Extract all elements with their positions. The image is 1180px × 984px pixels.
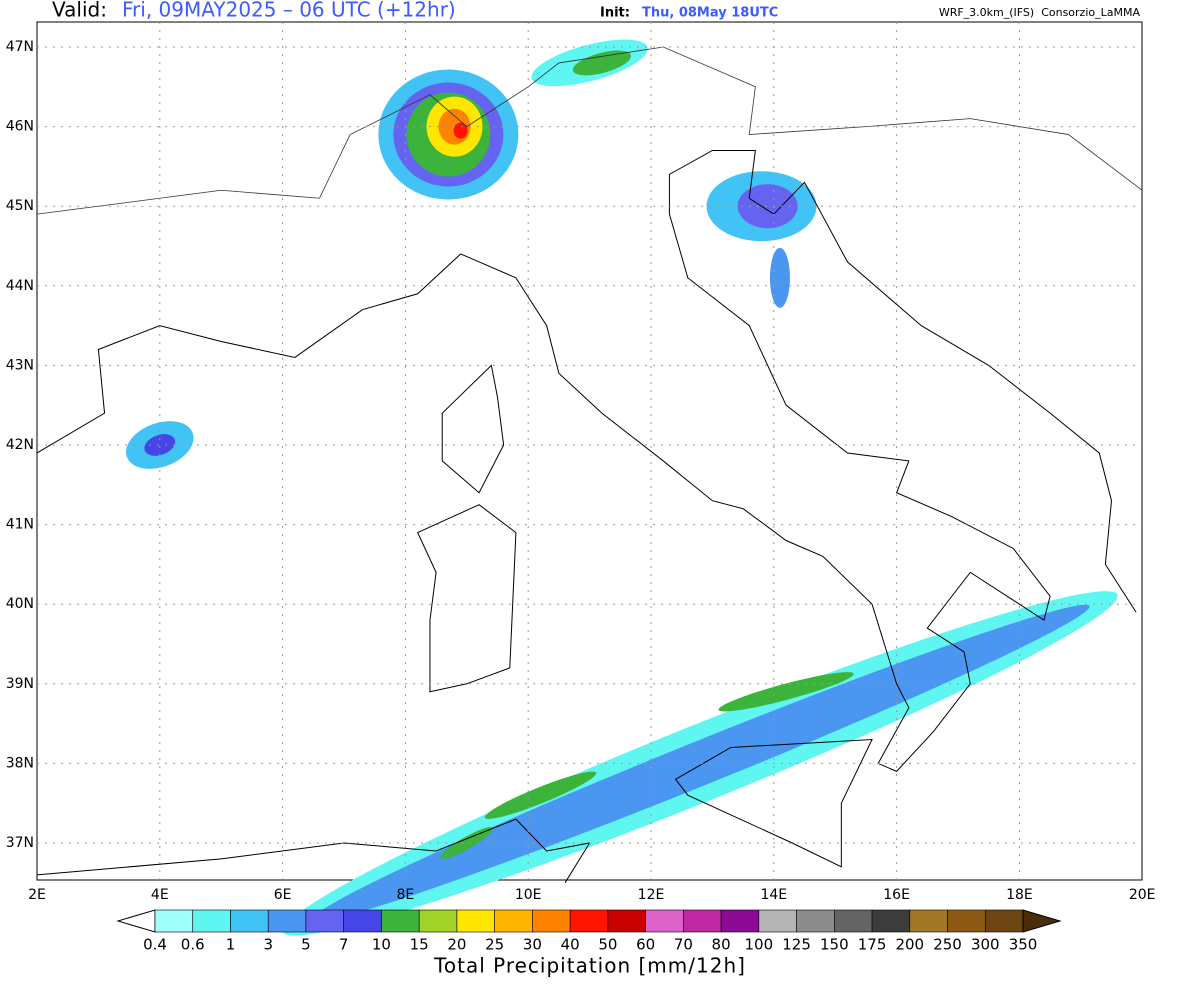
colorbar-swatch <box>871 909 911 933</box>
colorbar-swatch <box>645 909 684 933</box>
colorbar-label: 70 <box>674 936 693 954</box>
colorbar-label: 200 <box>895 936 924 954</box>
precip-area <box>144 434 176 456</box>
colorbar-label: 60 <box>636 936 655 954</box>
valid-label: Valid: <box>52 0 107 22</box>
colorbar-swatch <box>796 909 835 933</box>
lat-label: 46N <box>6 119 34 135</box>
colorbar-label: 40 <box>561 936 580 954</box>
coastline <box>36 46 1143 215</box>
grid: 47N 46N 45N 44N 43N 42N 41N 40N 39N 38N 37N 2E 4E 6E 8… <box>6 22 1156 903</box>
colorbar-label: 150 <box>820 936 849 954</box>
lat-label: 44N <box>6 278 34 294</box>
colorbar-swatch <box>758 909 797 933</box>
colorbar-label: 175 <box>858 936 887 954</box>
colorbar-under <box>116 909 156 933</box>
lon-label: 18E <box>1006 887 1033 903</box>
lon-label: 12E <box>638 887 665 903</box>
lon-label: 20E <box>1129 887 1156 903</box>
colorbar-swatch <box>154 909 194 933</box>
colorbar-swatch <box>230 909 269 933</box>
lat-label: 38N <box>6 755 34 771</box>
lat-label: 37N <box>6 835 34 851</box>
lon-label: 2E <box>28 887 46 903</box>
colorbar-swatch <box>984 909 1024 933</box>
lat-label: 40N <box>6 596 34 612</box>
colorbar-label: 3 <box>263 936 273 954</box>
lat-label: 43N <box>6 357 34 373</box>
colorbar-swatch <box>418 909 458 933</box>
colorbar-label: 5 <box>301 936 311 954</box>
precip-area <box>737 184 798 229</box>
precip-area <box>440 827 493 859</box>
colorbar-label: 7 <box>339 936 349 954</box>
lat-label: 47N <box>6 39 34 55</box>
coastline <box>36 818 591 884</box>
colorbar-swatch <box>683 909 722 933</box>
colorbar-label: 80 <box>712 936 731 954</box>
colorbar-swatch <box>532 909 571 933</box>
precip-area <box>572 50 631 76</box>
colorbar-label: 10 <box>372 936 391 954</box>
colorbar-label: 0.4 <box>143 936 167 954</box>
colorbar-swatch <box>909 909 948 933</box>
colorbar-title: Total Precipitation [mm/12h] <box>433 954 746 978</box>
lat-label: 41N <box>6 517 34 533</box>
colorbar-swatch <box>267 909 307 933</box>
model-info: WRF_3.0km_(IFS) Consorzio_LaMMA <box>939 6 1141 19</box>
colorbar-label: 100 <box>745 936 774 954</box>
colorbar-label: 250 <box>933 936 962 954</box>
lat-label: 42N <box>6 437 34 453</box>
colorbar-label: 25 <box>485 936 504 954</box>
coastline <box>674 738 873 868</box>
colorbar-swatch <box>569 909 609 933</box>
valid-time: Fri, 09MAY2025 – 06 UTC (+12hr) <box>122 0 456 22</box>
colorbar-label: 125 <box>782 936 811 954</box>
colorbar-label: 20 <box>447 936 466 954</box>
coastline <box>441 364 505 494</box>
colorbar-swatch <box>834 909 873 933</box>
colorbar-swatch <box>381 909 420 933</box>
colorbar-label: 50 <box>598 936 617 954</box>
colorbar-label: 15 <box>410 936 429 954</box>
precip-area <box>769 247 790 308</box>
precip-area <box>453 122 468 139</box>
colorbar-swatch <box>607 909 646 933</box>
lon-label: 6E <box>274 887 292 903</box>
map-frame <box>36 21 1143 881</box>
colorbar-swatch <box>456 909 495 933</box>
colorbar-swatch <box>720 909 760 933</box>
colorbar-label: 300 <box>971 936 1000 954</box>
colorbar: 0.4 0.6 1 3 5 7 10 15 20 25 30 40 50 60 70 80 100 125 150 1… <box>116 909 1062 954</box>
lon-label: 14E <box>760 887 787 903</box>
colorbar-swatch <box>305 909 344 933</box>
precip-area <box>718 672 854 712</box>
lon-label: 10E <box>515 887 542 903</box>
lon-label: 4E <box>151 887 169 903</box>
lat-label: 39N <box>6 676 34 692</box>
colorbar-label: 1 <box>226 936 236 954</box>
init-time: Thu, 08May 18UTC <box>642 6 778 21</box>
lon-label: 16E <box>883 887 910 903</box>
init-label: Init: <box>600 6 630 21</box>
precip-area <box>484 771 597 819</box>
lon-label: 8E <box>397 887 415 903</box>
lat-label: 45N <box>6 198 34 214</box>
colorbar-swatch <box>947 909 986 933</box>
colorbar-label: 0.6 <box>181 936 205 954</box>
colorbar-label: 30 <box>523 936 542 954</box>
coastline <box>417 504 517 693</box>
colorbar-swatch <box>192 909 231 933</box>
colorbar-swatch <box>343 909 382 933</box>
colorbar-swatch <box>494 909 533 933</box>
colorbar-label: 350 <box>1009 936 1038 954</box>
colorbar-over <box>1022 909 1062 933</box>
